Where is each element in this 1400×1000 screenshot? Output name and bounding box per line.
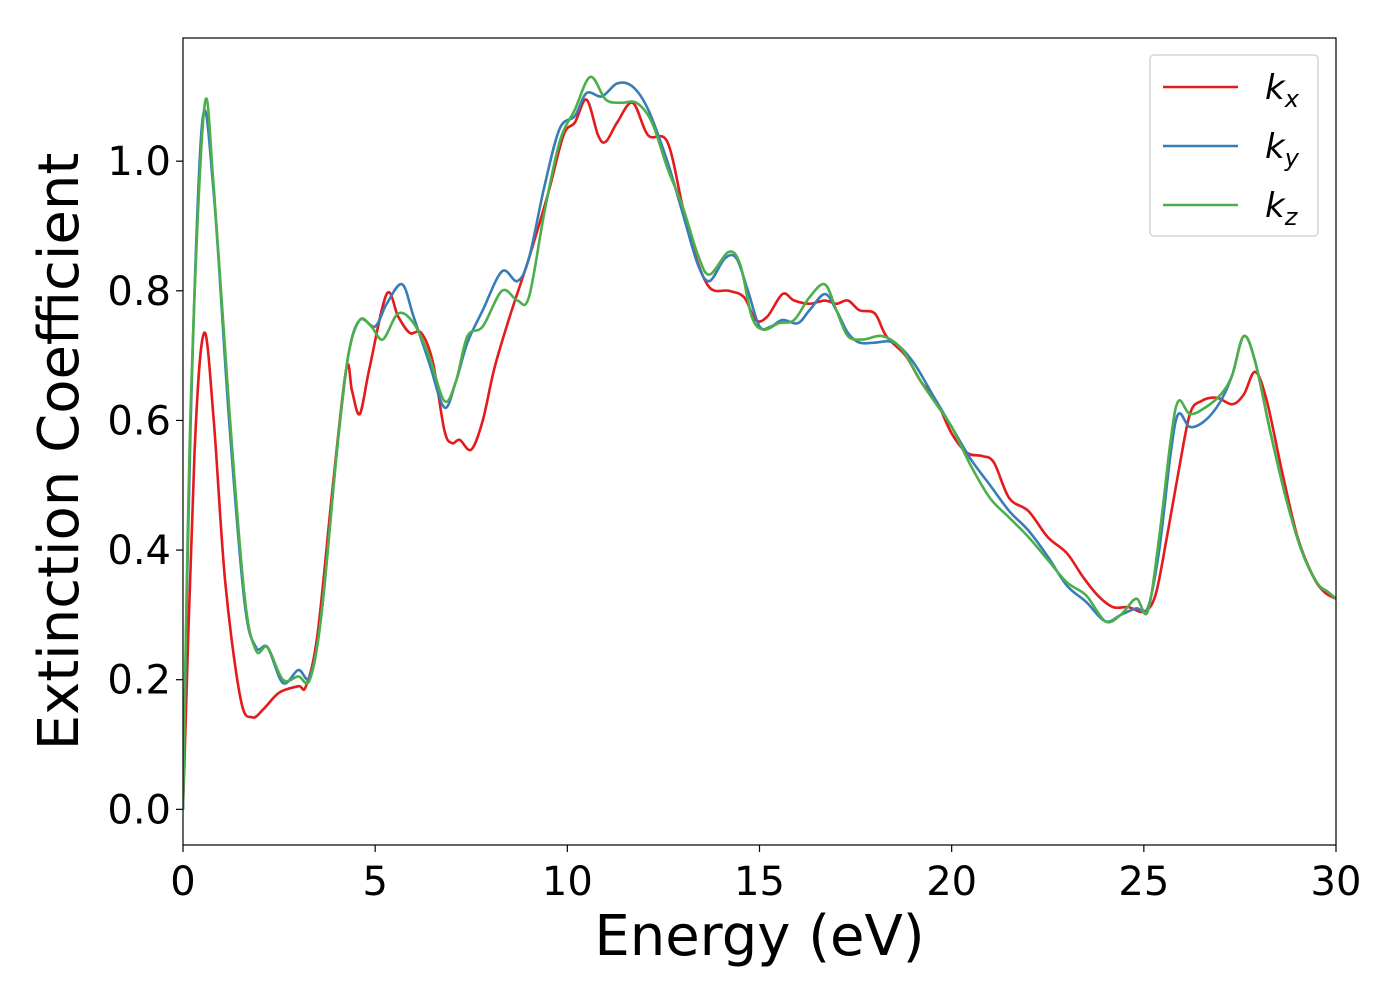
y-axis-title: Extinction Coefficient	[27, 153, 92, 751]
y-tick-label: 0.0	[107, 787, 171, 833]
legend-label-y: ky	[1265, 127, 1300, 172]
axis-ticks: 0 5 10 15 20 25 30 0.0 0.2 0.4 0.6 0.8 1.0	[107, 139, 1361, 905]
x-tick-label: 5	[362, 859, 387, 905]
series-line-z	[183, 75, 1336, 810]
x-tick-label: 20	[926, 859, 977, 905]
y-tick-label: 0.8	[107, 269, 171, 315]
plot-area	[183, 75, 1336, 810]
y-tick-label: 0.6	[107, 398, 171, 444]
y-tick-label: 1.0	[107, 139, 171, 185]
legend: kx ky kz	[1149, 54, 1319, 237]
x-tick-label: 30	[1311, 859, 1362, 905]
legend-label-z: kz	[1265, 186, 1299, 231]
y-tick-label: 0.4	[107, 528, 171, 574]
x-tick-label: 25	[1118, 859, 1169, 905]
x-axis-title: Energy (eV)	[594, 904, 924, 969]
legend-label-x: kx	[1265, 68, 1300, 113]
y-tick-label: 0.2	[107, 658, 171, 704]
x-tick-label: 15	[734, 859, 785, 905]
x-tick-label: 0	[170, 859, 195, 905]
x-tick-label: 10	[542, 859, 593, 905]
